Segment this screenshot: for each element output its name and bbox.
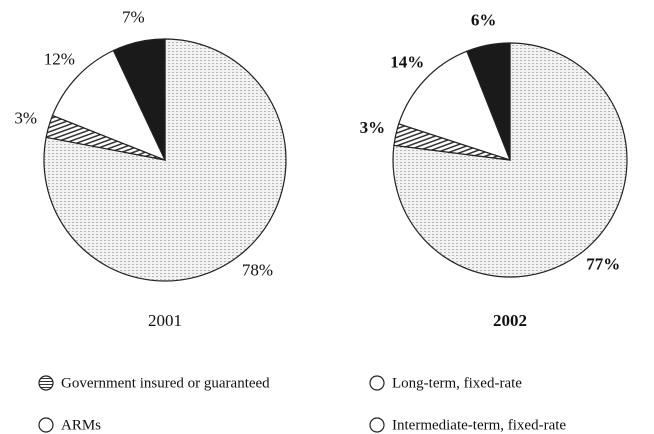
data-label: 78% bbox=[242, 261, 273, 280]
chart-title: 2002 bbox=[493, 311, 527, 330]
legend-icon bbox=[38, 375, 54, 391]
data-label: 77% bbox=[586, 255, 620, 274]
pie-slice bbox=[397, 50, 512, 161]
data-label: 12% bbox=[44, 50, 75, 69]
legend: Government insured or guaranteed ARMs Lo… bbox=[38, 375, 566, 433]
pie-slice bbox=[466, 42, 511, 161]
legend-label: Intermediate-term, fixed-rate bbox=[392, 417, 566, 433]
data-label: 14% bbox=[390, 52, 424, 71]
data-label: 7% bbox=[122, 7, 145, 26]
legend-icon bbox=[369, 375, 385, 391]
pie-slice bbox=[112, 38, 166, 161]
legend-icon bbox=[369, 417, 385, 433]
chart-title: 2001 bbox=[148, 311, 182, 330]
data-label: 6% bbox=[471, 10, 497, 29]
legend-label: Long-term, fixed-rate bbox=[392, 375, 522, 391]
legend-label: ARMs bbox=[61, 417, 101, 433]
data-label: 3% bbox=[360, 118, 386, 137]
pie-slice bbox=[51, 49, 167, 162]
legend-icon bbox=[38, 417, 54, 433]
data-label: 3% bbox=[14, 108, 37, 127]
legend-label: Government insured or guaranteed bbox=[61, 375, 270, 391]
